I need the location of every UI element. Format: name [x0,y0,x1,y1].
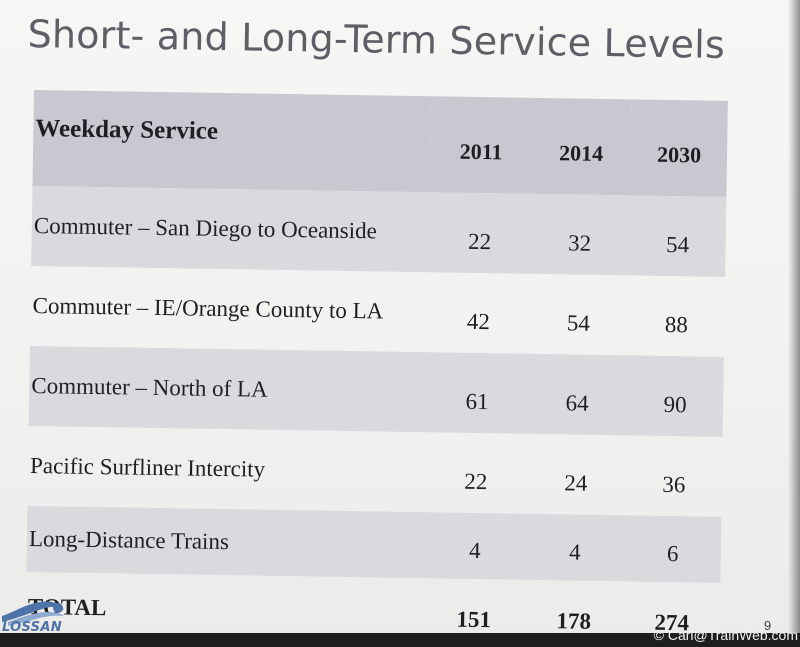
table-row: Commuter – San Diego to Oceanside 22 32 … [31,185,727,277]
cell-2014: 64 [565,390,589,416]
cell-2011: 61 [465,388,489,415]
row-label: Commuter – San Diego to Oceanside [33,213,378,244]
table-row: Pacific Surfliner Intercity 22 24 36 [27,426,722,517]
table-row: Commuter – IE/Orange County to LA 42 54 … [30,266,725,357]
slide-title: Short- and Long-Term Service Levels [27,12,726,67]
row-label: Commuter – IE/Orange County to LA [32,293,384,324]
cell-2030: 90 [663,391,687,418]
screen-edge-shadow [788,0,800,647]
cell-2011: 42 [466,308,491,335]
cell-2014: 24 [564,470,588,496]
lossan-logo-text: LOSSAN [2,620,62,635]
row-label: Pacific Surfliner Intercity [29,452,266,482]
table-header-row: Weekday Service 2011 2014 2030 [32,90,728,197]
cell-2011: 22 [464,468,488,495]
header-weekday-service: Weekday Service [35,115,219,145]
service-levels-table: Weekday Service 2011 2014 2030 Commuter … [25,90,728,640]
page-number: 9 [764,618,772,633]
cell-2030: 54 [665,231,690,258]
header-year-2030: 2030 [656,141,702,168]
cell-2014: 4 [568,539,581,565]
lossan-logo-icon [2,601,64,626]
total-label: TOTAL [25,571,425,640]
table-row: Long-Distance Trains 4 4 6 [26,505,722,583]
cell-2011: 4 [468,537,481,564]
total-2011: 151 [423,578,525,640]
row-label: Long-Distance Trains [28,525,230,555]
header-year-2011: 2011 [459,138,503,165]
cell-2030: 6 [666,541,679,567]
service-levels-table-wrap: Weekday Service 2011 2014 2030 Commuter … [25,90,728,640]
photo-credit: © Carl@TrainWeb.com [653,627,798,643]
total-2014: 178 [523,579,625,640]
cell-2011: 22 [467,228,492,255]
bottom-band [0,633,800,647]
table-total-row: TOTAL 151 178 274 [25,571,721,640]
cell-2014: 32 [567,230,592,256]
row-label: Commuter – North of LA [31,372,268,402]
cell-2030: 36 [662,471,686,498]
cell-2014: 54 [566,310,591,336]
cell-2030: 88 [664,311,689,338]
header-year-2014: 2014 [558,140,604,166]
table-row: Commuter – North of LA 61 64 90 [28,345,724,437]
